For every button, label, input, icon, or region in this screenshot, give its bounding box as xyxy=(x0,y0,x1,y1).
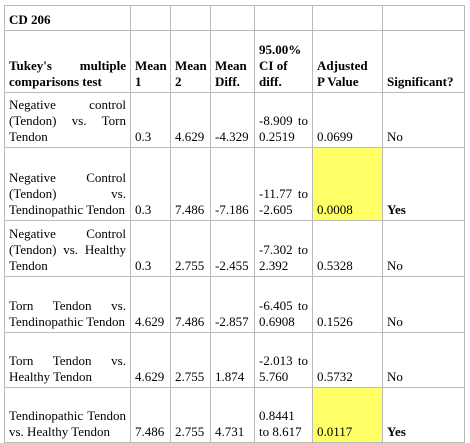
title-row: CD 206 xyxy=(4,5,465,31)
cell-mean-diff: -7.186 xyxy=(210,147,255,221)
table-row: Tendinopathic Tendon vs. Healthy Tendon … xyxy=(4,387,465,443)
cell-adjusted-p: 0.5328 xyxy=(312,220,383,277)
table-title: CD 206 xyxy=(4,5,131,31)
table-row: Torn Tendon vs. Healthy Tendon 4.629 2.7… xyxy=(4,332,465,388)
table-row: Torn Tendon vs. Tendinopathic Tendon 4.6… xyxy=(4,276,465,333)
header-mean1: Mean 1 xyxy=(130,30,171,93)
cell-test: Torn Tendon vs. Tendinopathic Tendon xyxy=(4,276,131,333)
cell-significant: No xyxy=(382,332,465,388)
cell-test: Torn Tendon vs. Healthy Tendon xyxy=(4,332,131,388)
cell-mean1: 4.629 xyxy=(130,332,171,388)
cell-ci: -11.77 to -2.605 xyxy=(254,147,313,221)
cell-significant: Yes xyxy=(382,147,465,221)
cell-ci: -2.013 to 5.760 xyxy=(254,332,313,388)
cell-mean-diff: -4.329 xyxy=(210,92,255,148)
cell-adjusted-p: 0.1526 xyxy=(312,276,383,333)
header-adjusted-p: Adjusted P Value xyxy=(312,30,383,93)
cell-mean-diff: -2.857 xyxy=(210,276,255,333)
header-test: Tukey's multiple comparisons test xyxy=(4,30,131,93)
cell-mean1: 0.3 xyxy=(130,147,171,221)
cell-test: Negative Control (Tendon) vs. Healthy Te… xyxy=(4,220,131,277)
table-row: Negative Control (Tendon) vs. Healthy Te… xyxy=(4,220,465,277)
table-row: Negative Control (Tendon) vs. Tendinopat… xyxy=(4,147,465,221)
cell-test: Negative Control (Tendon) vs. Tendinopat… xyxy=(4,147,131,221)
cell-significant: No xyxy=(382,92,465,148)
cell-adjusted-p-highlighted: 0.0008 xyxy=(312,147,383,221)
table-row: Negative control (Tendon) vs. Torn Tendo… xyxy=(4,92,465,148)
cell-ci: -7.302 to 2.392 xyxy=(254,220,313,277)
cell-adjusted-p-highlighted: 0.0117 xyxy=(312,387,383,443)
cell-mean1: 0.3 xyxy=(130,92,171,148)
tukey-comparison-table: CD 206 Tukey's multiple comparisons test… xyxy=(4,5,465,443)
cell-mean-diff: 4.731 xyxy=(210,387,255,443)
header-mean-diff: Mean Diff. xyxy=(210,30,255,93)
header-ci: 95.00% CI of diff. xyxy=(254,30,313,93)
cell-test: Negative control (Tendon) vs. Torn Tendo… xyxy=(4,92,131,148)
header-mean2: Mean 2 xyxy=(170,30,211,93)
cell-significant: Yes xyxy=(382,387,465,443)
header-significant: Significant? xyxy=(382,30,465,93)
cell-mean2: 4.629 xyxy=(170,92,211,148)
cell-mean2: 7.486 xyxy=(170,276,211,333)
cell-mean1: 4.629 xyxy=(130,276,171,333)
cell-significant: No xyxy=(382,276,465,333)
cell-mean1: 0.3 xyxy=(130,220,171,277)
cell-mean2: 7.486 xyxy=(170,147,211,221)
cell-mean-diff: 1.874 xyxy=(210,332,255,388)
cell-ci: -6.405 to 0.6908 xyxy=(254,276,313,333)
header-row: Tukey's multiple comparisons test Mean 1… xyxy=(4,30,465,93)
cell-ci: 0.8441 to 8.617 xyxy=(254,387,313,443)
cell-adjusted-p: 0.5732 xyxy=(312,332,383,388)
cell-mean2: 2.755 xyxy=(170,387,211,443)
cell-adjusted-p: 0.0699 xyxy=(312,92,383,148)
document-page: CD 206 Tukey's multiple comparisons test… xyxy=(4,5,465,443)
cell-mean1: 7.486 xyxy=(130,387,171,443)
cell-significant: No xyxy=(382,220,465,277)
cell-mean-diff: -2.455 xyxy=(210,220,255,277)
cell-mean2: 2.755 xyxy=(170,332,211,388)
cell-mean2: 2.755 xyxy=(170,220,211,277)
cell-ci: -8.909 to 0.2519 xyxy=(254,92,313,148)
cell-test: Tendinopathic Tendon vs. Healthy Tendon xyxy=(4,387,131,443)
